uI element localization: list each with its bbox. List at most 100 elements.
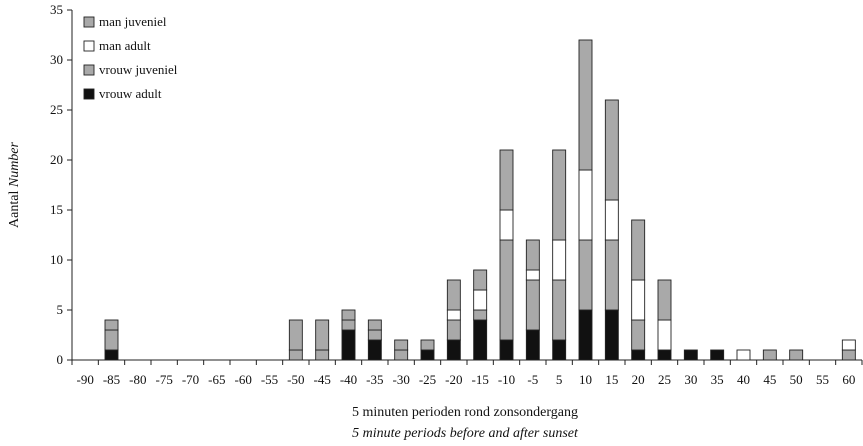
bar-segment-man-adult (473, 289, 488, 311)
y-axis-title-nl: Aantal (7, 191, 22, 228)
bar-segment-vrouw-juveniel (315, 349, 330, 361)
bar-segment-man-juveniel (288, 319, 303, 351)
bar-segment-vrouw-juveniel (762, 349, 777, 361)
legend-label: vrouw adult (99, 86, 162, 101)
legend-swatch (83, 40, 95, 52)
x-tick-label: 30 (684, 372, 697, 387)
bar-segment-man-juveniel (446, 279, 461, 311)
legend-swatch (83, 16, 95, 28)
bar-segment-man-adult (446, 309, 461, 321)
bar-segment-man-adult (604, 199, 619, 241)
bar-segment-vrouw-adult (499, 339, 514, 361)
x-tick-label: -70 (182, 372, 199, 387)
x-tick-label: 40 (737, 372, 750, 387)
legend-swatch (83, 64, 95, 76)
legend-label: vrouw juveniel (99, 62, 178, 77)
bar-segment-man-juveniel (552, 149, 567, 241)
x-tick-label: -85 (103, 372, 120, 387)
bar-segment-vrouw-juveniel (841, 349, 856, 361)
bar-segment-man-juveniel (394, 339, 409, 351)
x-tick-label: -55 (261, 372, 278, 387)
bar-segment-man-juveniel (341, 309, 356, 321)
bar-segment-man-juveniel (499, 149, 514, 211)
bar-segment-vrouw-adult (420, 349, 435, 361)
x-tick-label: -35 (366, 372, 383, 387)
bar-segment-man-adult (499, 209, 514, 241)
x-tick-label: -60 (234, 372, 251, 387)
bar-segment-vrouw-adult (525, 329, 540, 361)
bar-segment-vrouw-juveniel (446, 319, 461, 341)
bar-segment-vrouw-juveniel (394, 349, 409, 361)
y-axis-title: Aantal Number (7, 141, 22, 227)
bar-segment-vrouw-adult (367, 339, 382, 361)
bar-segment-man-juveniel (631, 219, 646, 281)
bar-segment-man-adult (841, 339, 856, 351)
bar-segment-vrouw-juveniel (789, 349, 804, 361)
bar-segment-man-adult (525, 269, 540, 281)
y-tick-label: 35 (50, 2, 63, 17)
x-tick-label: 25 (658, 372, 671, 387)
bar-segment-man-juveniel (104, 319, 119, 331)
bar-segment-vrouw-adult (578, 309, 593, 361)
bar-segment-man-juveniel (367, 319, 382, 331)
bar-segment-vrouw-adult (657, 349, 672, 361)
x-tick-label: -5 (527, 372, 538, 387)
bar-segment-vrouw-adult (446, 339, 461, 361)
x-tick-label: 10 (579, 372, 592, 387)
bar-segment-man-juveniel (604, 99, 619, 201)
y-tick-label: 25 (50, 102, 63, 117)
x-tick-label: 50 (790, 372, 803, 387)
bar-segment-vrouw-juveniel (604, 239, 619, 311)
bar-segment-vrouw-juveniel (499, 239, 514, 341)
bar-segment-vrouw-juveniel (288, 349, 303, 361)
x-tick-label: -80 (129, 372, 146, 387)
bar-segment-vrouw-adult (604, 309, 619, 361)
x-axis-subtitle: 5 minute periods before and after sunset (352, 426, 579, 441)
bar-segment-man-adult (736, 349, 751, 361)
bar-segment-man-adult (578, 169, 593, 241)
bar-segment-man-juveniel (420, 339, 435, 351)
bar-segment-vrouw-juveniel (473, 309, 488, 321)
x-tick-label: -40 (340, 372, 357, 387)
bar-segment-vrouw-juveniel (552, 279, 567, 341)
y-tick-label: 10 (50, 252, 63, 267)
bar-segment-vrouw-juveniel (525, 279, 540, 331)
x-axis-title: 5 minuten perioden rond zonsondergang (352, 405, 578, 420)
y-tick-label: 15 (50, 202, 63, 217)
legend-label: man adult (99, 38, 151, 53)
bar-segment-vrouw-adult (552, 339, 567, 361)
bar-segment-vrouw-juveniel (367, 329, 382, 341)
y-tick-label: 20 (50, 152, 63, 167)
x-tick-label: 5 (556, 372, 563, 387)
y-tick-label: 30 (50, 52, 63, 67)
bar-segment-man-juveniel (525, 239, 540, 271)
y-axis-title-en: Number (7, 141, 22, 188)
bar-segment-man-juveniel (657, 279, 672, 321)
x-tick-label: 35 (711, 372, 724, 387)
bar-segment-vrouw-juveniel (341, 319, 356, 331)
legend-label: man juveniel (99, 14, 167, 29)
bar-segment-vrouw-adult (473, 319, 488, 361)
bar-segment-vrouw-juveniel (631, 319, 646, 351)
bar-segment-vrouw-juveniel (578, 239, 593, 311)
x-tick-label: -25 (419, 372, 436, 387)
bar-segment-vrouw-adult (631, 349, 646, 361)
x-tick-label: 55 (816, 372, 829, 387)
x-tick-label: -10 (498, 372, 515, 387)
bar-segment-man-juveniel (578, 39, 593, 171)
bar-segment-man-adult (657, 319, 672, 351)
bar-segment-man-adult (552, 239, 567, 281)
bar-segment-vrouw-adult (341, 329, 356, 361)
x-tick-label: 15 (605, 372, 618, 387)
x-tick-label: -45 (313, 372, 330, 387)
x-tick-label: -90 (76, 372, 93, 387)
x-tick-label: 60 (842, 372, 855, 387)
x-tick-label: -75 (155, 372, 172, 387)
bar-segment-man-juveniel (315, 319, 330, 351)
bar-segment-vrouw-adult (104, 349, 119, 361)
x-tick-label: -15 (471, 372, 488, 387)
bar-segment-man-adult (631, 279, 646, 321)
bar-segment-man-juveniel (473, 269, 488, 291)
bar-segment-vrouw-adult (683, 349, 698, 361)
